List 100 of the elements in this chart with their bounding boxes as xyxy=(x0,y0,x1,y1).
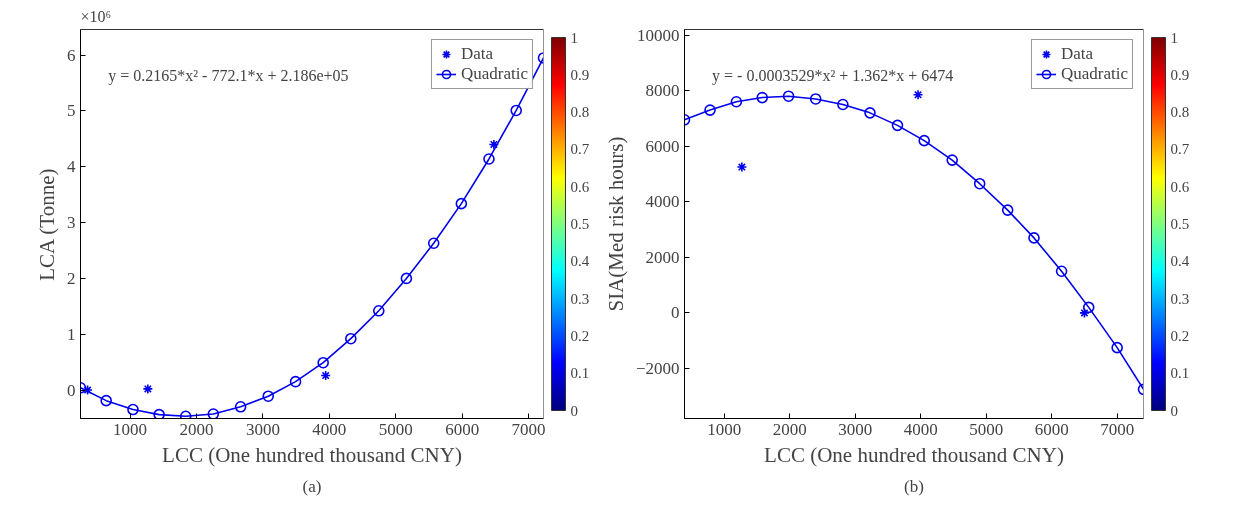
x-tick-label: 1000 xyxy=(707,419,742,439)
x-tick-label: 5000 xyxy=(969,419,1004,439)
annotation: y = - 0.0003529*x² + 1.362*x + 6474 xyxy=(712,66,954,85)
y-tick-label: 4000 xyxy=(645,192,680,212)
point xyxy=(372,305,385,317)
point xyxy=(837,98,849,111)
point xyxy=(317,356,329,369)
y-tick-label: 2000 xyxy=(645,247,680,267)
color-bar-label: 0.1 xyxy=(570,365,590,382)
point xyxy=(320,370,331,381)
point xyxy=(289,375,302,388)
x-tick-label: 5000 xyxy=(378,419,413,439)
legend-label: Quadratic xyxy=(1060,64,1128,84)
point xyxy=(730,95,743,108)
text: (b) xyxy=(904,476,924,496)
point xyxy=(1082,301,1095,314)
legend-label: Quadratic xyxy=(460,64,528,84)
text: (a) xyxy=(302,476,322,496)
color-bar-label: 0.8 xyxy=(1170,104,1190,121)
point xyxy=(809,93,822,105)
point xyxy=(864,107,876,119)
x-tick-label: 6000 xyxy=(1034,419,1069,439)
color-bar-label: 0.5 xyxy=(570,216,590,232)
point xyxy=(234,400,247,413)
point xyxy=(345,332,357,345)
y-tick-label: 10000 xyxy=(637,25,680,45)
point xyxy=(207,408,220,419)
point xyxy=(1028,232,1040,244)
point xyxy=(891,119,904,132)
text: ×10⁶ xyxy=(80,7,112,25)
x-tick-label: 3000 xyxy=(838,419,873,439)
color-bar-label: 0.5 xyxy=(1170,216,1190,232)
color-bar-label: 1 xyxy=(570,29,578,46)
point xyxy=(127,403,139,416)
color-bar-label: 0.4 xyxy=(1170,253,1190,270)
x-tick-label: 2000 xyxy=(772,419,807,439)
color-bar-label: 0 xyxy=(1170,402,1178,419)
x-tick-label: 4000 xyxy=(312,419,347,439)
point xyxy=(153,408,165,419)
x-axis-title: LCC (One hundred thousand CNY) xyxy=(764,442,1064,467)
x-tick-label: 4000 xyxy=(903,419,938,439)
color-bar-label: 0.2 xyxy=(570,327,590,344)
y-tick-label: 1 xyxy=(67,324,76,344)
color-bar-label: 0.2 xyxy=(1170,327,1190,344)
color-bar-label: 0.4 xyxy=(570,253,590,270)
point xyxy=(782,90,795,102)
point xyxy=(1079,307,1090,319)
color-bar-label: 0.7 xyxy=(1170,141,1190,158)
color-bar-label: 0.3 xyxy=(570,290,590,307)
y-tick-label: 8000 xyxy=(645,81,680,101)
y-tick-label: 3 xyxy=(67,213,76,233)
y-axis-title: SIA(Med risk hours) xyxy=(603,136,628,312)
color-bar-label: 0.9 xyxy=(1170,66,1190,83)
y-tick-label: 4 xyxy=(67,157,76,177)
y-tick-label: 2 xyxy=(67,268,76,288)
point xyxy=(455,197,468,210)
color-bar-label: 0.1 xyxy=(1170,365,1190,382)
point xyxy=(1111,341,1123,354)
point xyxy=(1055,265,1068,278)
x-tick-label: 7000 xyxy=(1100,419,1135,439)
x-tick-label: 2000 xyxy=(179,419,214,439)
point xyxy=(400,272,413,285)
y-tick-label: 6 xyxy=(67,45,76,65)
legend-label: Data xyxy=(1060,44,1094,64)
point xyxy=(912,89,924,101)
point xyxy=(510,104,522,117)
point xyxy=(918,134,931,147)
point xyxy=(488,139,500,150)
y-axis-title: LCA (Tonne) xyxy=(35,168,59,281)
point xyxy=(946,154,958,166)
y-tick-label: 0 xyxy=(67,380,76,400)
color-bar-label: 0.3 xyxy=(1170,290,1190,307)
point xyxy=(704,104,716,116)
annotation: y = 0.2165*x² - 772.1*x + 2.186e+05 xyxy=(108,66,349,85)
point xyxy=(142,383,154,395)
point xyxy=(262,390,275,402)
point xyxy=(1001,204,1014,216)
y-tick-label: 5 xyxy=(67,101,76,121)
x-tick-label: 3000 xyxy=(245,419,280,439)
y-tick-label: 0 xyxy=(671,303,680,323)
color-bar-label: 0 xyxy=(570,402,578,419)
legend-label: Data xyxy=(460,44,494,64)
color-bar-label: 0.8 xyxy=(570,104,590,121)
point xyxy=(100,394,112,407)
x-axis-title: LCC (One hundred thousand CNY) xyxy=(162,442,462,467)
color-bar-label: 1 xyxy=(1170,29,1178,46)
color-bar-label: 0.7 xyxy=(570,141,590,158)
color-bar-label: 0.6 xyxy=(1170,178,1190,195)
color-bar-label: 0.9 xyxy=(570,66,590,83)
y-tick-label: −2000 xyxy=(635,358,680,378)
point xyxy=(736,161,748,173)
point xyxy=(483,153,495,165)
y-tick-label: 6000 xyxy=(645,136,680,156)
point xyxy=(427,237,440,250)
x-tick-label: 1000 xyxy=(113,419,148,439)
x-tick-label: 7000 xyxy=(511,419,546,439)
point xyxy=(973,177,986,190)
color-bar-label: 0.6 xyxy=(570,178,590,195)
x-tick-label: 6000 xyxy=(445,419,480,439)
point xyxy=(756,91,769,104)
